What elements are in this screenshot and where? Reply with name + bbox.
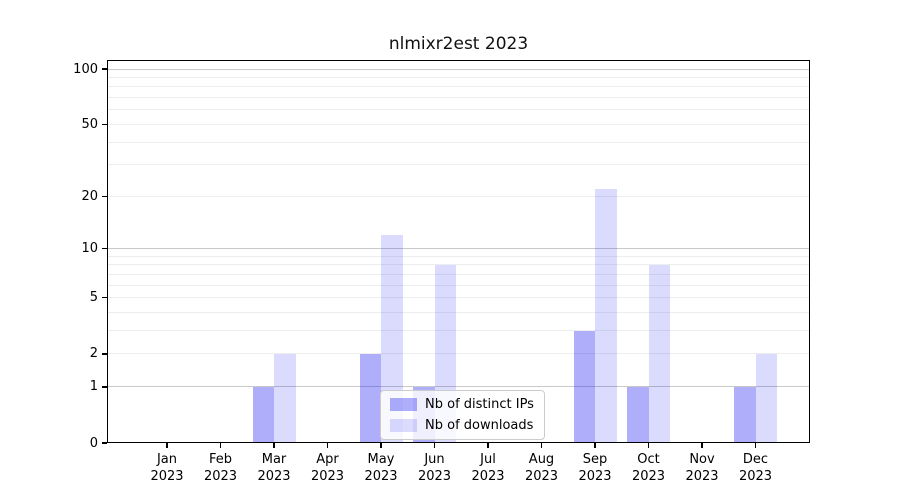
x-tick-mark [273,443,275,448]
x-tick-label-may: May 2023 [364,452,398,484]
minor-gridline [107,97,810,99]
legend-item-downloads: Nb of downloads [390,418,534,433]
y-tick-label-10: 10 [81,241,98,257]
bar-downloads-dec [755,353,777,443]
chart-title: nlmixr2est 2023 [388,34,529,54]
legend-label-distinct-ips: Nb of distinct IPs [425,397,534,412]
y-tick-mark [102,123,107,126]
minor-gridline [107,353,810,355]
plot-area [107,60,810,443]
x-tick-mark [219,443,222,448]
bar-distinct-ips-mar [252,386,274,443]
y-tick-label-20: 20 [81,188,98,204]
minor-gridline [107,284,810,286]
minor-gridline [107,141,810,143]
legend-item-distinct-ips: Nb of distinct IPs [390,397,534,412]
minor-gridline [107,195,810,197]
x-tick-mark [380,443,382,448]
x-tick-label-jul: Jul 2023 [471,452,505,484]
y-tick-label-1: 1 [89,379,98,395]
x-tick-mark [594,443,596,448]
minor-gridline [107,264,810,266]
y-tick-label-0: 0 [89,435,98,451]
y-tick-label-100: 100 [73,61,98,77]
x-tick-label-feb: Feb 2023 [203,452,238,484]
legend: Nb of distinct IPs Nb of downloads [380,390,545,440]
minor-gridline [107,86,810,88]
bar-distinct-ips-dec [734,386,756,443]
bar-downloads-sep [595,188,617,443]
major-gridline [107,386,810,388]
x-tick-label-jun: Jun 2023 [417,452,452,484]
x-tick-mark [433,443,436,448]
x-tick-label-nov: Nov 2023 [685,452,719,484]
major-gridline [107,68,810,70]
x-tick-label-dec: Dec 2023 [738,452,773,484]
y-tick-mark [102,386,107,388]
y-tick-label-2: 2 [89,346,98,362]
x-tick-mark [487,443,489,448]
minor-gridline [107,273,810,275]
x-tick-mark [326,443,329,448]
minor-gridline [107,255,810,257]
x-tick-label-jan: Jan 2023 [150,452,184,484]
bar-distinct-ips-may [359,353,381,443]
minor-gridline [107,164,810,166]
legend-swatch-downloads [390,419,417,432]
x-tick-label-sep: Sep 2023 [578,452,612,484]
y-tick-mark [102,297,107,299]
minor-gridline [107,109,810,111]
x-tick-mark [647,443,650,448]
x-tick-mark [701,443,703,448]
x-tick-mark [540,443,543,448]
bar-distinct-ips-oct [627,386,649,443]
y-tick-mark [102,195,107,197]
y-tick-mark [102,68,107,70]
x-tick-mark [754,443,757,448]
x-tick-label-mar: Mar 2023 [257,452,291,484]
y-tick-mark [102,353,107,355]
bar-distinct-ips-sep [573,330,595,443]
minor-gridline [107,123,810,125]
minor-gridline [107,297,810,299]
bar-downloads-oct [648,264,670,443]
x-tick-mark [166,443,168,448]
x-tick-label-apr: Apr 2023 [310,452,345,484]
major-gridline [107,248,810,250]
legend-swatch-distinct-ips [390,398,417,411]
minor-gridline [107,76,810,78]
minor-gridline [107,330,810,332]
y-tick-mark [102,247,107,250]
y-tick-label-50: 50 [81,116,98,132]
x-tick-label-oct: Oct 2023 [631,452,666,484]
legend-label-downloads: Nb of downloads [425,418,534,433]
minor-gridline [107,312,810,314]
x-tick-label-aug: Aug 2023 [524,452,559,484]
bar-downloads-mar [274,353,296,443]
y-tick-label-5: 5 [89,290,98,306]
y-tick-mark [102,442,107,444]
